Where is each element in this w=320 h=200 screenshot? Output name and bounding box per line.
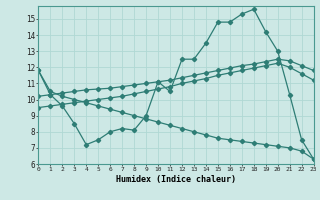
X-axis label: Humidex (Indice chaleur): Humidex (Indice chaleur) <box>116 175 236 184</box>
